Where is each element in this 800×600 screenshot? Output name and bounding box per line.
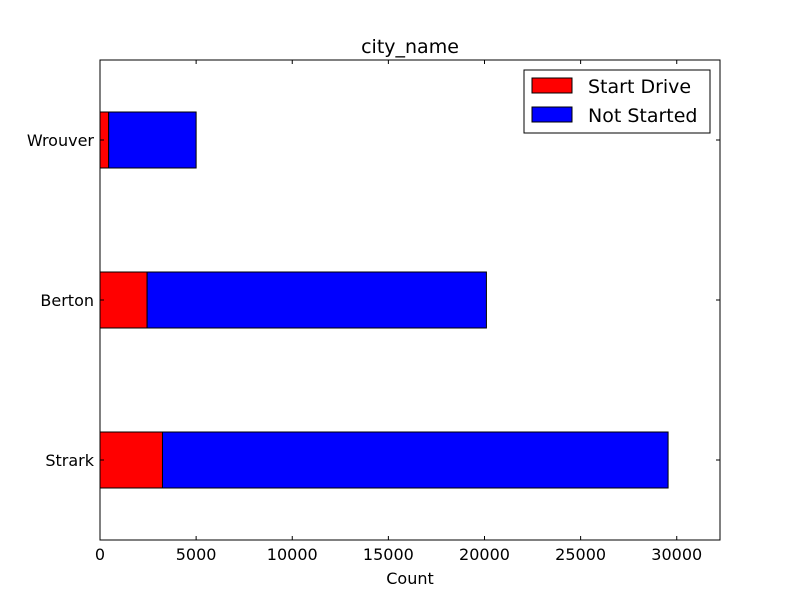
y-tick-label-strark: Strark (45, 451, 94, 470)
x-tick-label: 30000 (651, 545, 702, 564)
bar-berton-not-started (146, 271, 487, 329)
legend-label-start-drive: Start Drive (588, 76, 691, 98)
x-tick-label: 15000 (363, 545, 414, 564)
bar-strark-not-started (161, 431, 669, 489)
y-axis-ticks: Strark Berton Wrouver (27, 131, 720, 470)
bar-wrouver-not-started (108, 111, 197, 169)
legend-swatch-start-drive (531, 77, 573, 94)
y-tick-label-wrouver: Wrouver (27, 131, 95, 150)
x-tick-label: 25000 (555, 545, 606, 564)
bars-group (99, 111, 669, 489)
x-tick-label: 10000 (267, 545, 318, 564)
x-tick-label: 5000 (176, 545, 217, 564)
x-tick-label: 0 (95, 545, 105, 564)
x-tick-label: 20000 (459, 545, 510, 564)
bar-berton-start-drive (99, 271, 148, 329)
legend: Start Drive Not Started (523, 69, 711, 134)
chart-title: city_name (361, 36, 459, 58)
legend-label-not-started: Not Started (588, 105, 698, 127)
x-axis-title: Count (386, 569, 434, 588)
legend-swatch-not-started (531, 106, 573, 123)
plot-frame (99, 59, 721, 541)
bar-strark-start-drive (99, 431, 163, 489)
y-tick-label-berton: Berton (40, 291, 94, 310)
x-axis-ticks: 0 5000 10000 15000 20000 25000 30000 (95, 60, 702, 564)
